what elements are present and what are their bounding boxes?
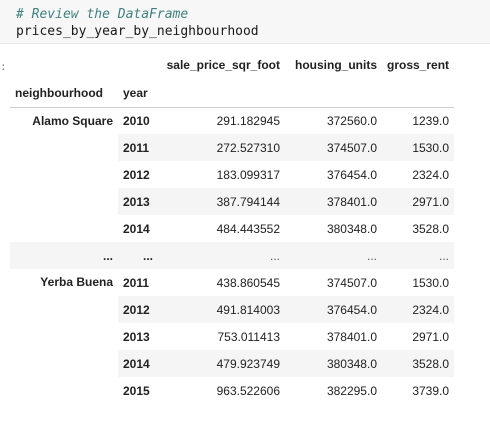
cell-sale-price: 183.099317 [158, 161, 285, 188]
column-header-sale-price: sale_price_sqr_foot [158, 50, 285, 80]
index-name-year: year [118, 80, 158, 107]
code-cell[interactable]: # Review the DataFrame prices_by_year_by… [0, 0, 490, 44]
cell-sale-price: ... [158, 242, 285, 269]
year-label: 2012 [118, 296, 158, 323]
cell-housing-units: 376454.0 [285, 296, 382, 323]
neighbourhood-label: Yerba Buena [10, 269, 118, 404]
cell-sale-price: 272.527310 [158, 134, 285, 161]
cell-gross-rent: 2324.0 [382, 296, 454, 323]
year-label: 2013 [118, 323, 158, 350]
cell-gross-rent: 1530.0 [382, 134, 454, 161]
neighbourhood-label: ... [10, 242, 118, 269]
cell-housing-units: ... [285, 242, 382, 269]
dataframe-table: sale_price_sqr_foot housing_units gross_… [10, 50, 454, 404]
code-comment: # Review the DataFrame [16, 6, 188, 23]
cell-gross-rent: 2971.0 [382, 188, 454, 215]
cell-gross-rent: ... [382, 242, 454, 269]
year-label: 2014 [118, 215, 158, 242]
cell-gross-rent: 1530.0 [382, 269, 454, 296]
year-label: 2013 [118, 188, 158, 215]
table-row: Alamo Square 2010 291.182945 372560.0 12… [10, 107, 454, 134]
column-header-gross-rent: gross_rent [382, 50, 454, 80]
header-blank [382, 80, 454, 107]
header-blank [10, 50, 118, 80]
cell-housing-units: 380348.0 [285, 215, 382, 242]
cell-housing-units: 374507.0 [285, 134, 382, 161]
header-blank [285, 80, 382, 107]
year-label: 2011 [118, 269, 158, 296]
code-expression: prices_by_year_by_neighbourhood [16, 23, 259, 40]
cell-housing-units: 378401.0 [285, 323, 382, 350]
cell-sale-price: 438.860545 [158, 269, 285, 296]
cell-sale-price: 963.522606 [158, 377, 285, 404]
neighbourhood-label: Alamo Square [10, 107, 118, 242]
index-header-row: neighbourhood year [10, 80, 454, 107]
cell-sale-price: 491.814003 [158, 296, 285, 323]
column-header-row: sale_price_sqr_foot housing_units gross_… [10, 50, 454, 80]
index-name-neighbourhood: neighbourhood [10, 80, 118, 107]
column-header-housing-units: housing_units [285, 50, 382, 80]
year-label: 2012 [118, 161, 158, 188]
cell-housing-units: 376454.0 [285, 161, 382, 188]
cell-gross-rent: 2324.0 [382, 161, 454, 188]
output-prompt: : [0, 60, 7, 73]
cell-sale-price: 753.011413 [158, 323, 285, 350]
cell-gross-rent: 3739.0 [382, 377, 454, 404]
year-label: 2011 [118, 134, 158, 161]
cell-housing-units: 382295.0 [285, 377, 382, 404]
cell-gross-rent: 3528.0 [382, 215, 454, 242]
cell-gross-rent: 2971.0 [382, 323, 454, 350]
header-blank [158, 80, 285, 107]
cell-sale-price: 484.443552 [158, 215, 285, 242]
year-label: 2010 [118, 107, 158, 134]
year-label: 2014 [118, 350, 158, 377]
header-blank [118, 50, 158, 80]
cell-housing-units: 380348.0 [285, 350, 382, 377]
year-label: 2015 [118, 377, 158, 404]
cell-gross-rent: 1239.0 [382, 107, 454, 134]
cell-sale-price: 387.794144 [158, 188, 285, 215]
cell-gross-rent: 3528.0 [382, 350, 454, 377]
cell-sale-price: 479.923749 [158, 350, 285, 377]
year-label: ... [118, 242, 158, 269]
cell-housing-units: 372560.0 [285, 107, 382, 134]
table-row: Yerba Buena 2011 438.860545 374507.0 153… [10, 269, 454, 296]
cell-sale-price: 291.182945 [158, 107, 285, 134]
cell-housing-units: 378401.0 [285, 188, 382, 215]
cell-housing-units: 374507.0 [285, 269, 382, 296]
ellipsis-row: ... ... ... ... ... [10, 242, 454, 269]
